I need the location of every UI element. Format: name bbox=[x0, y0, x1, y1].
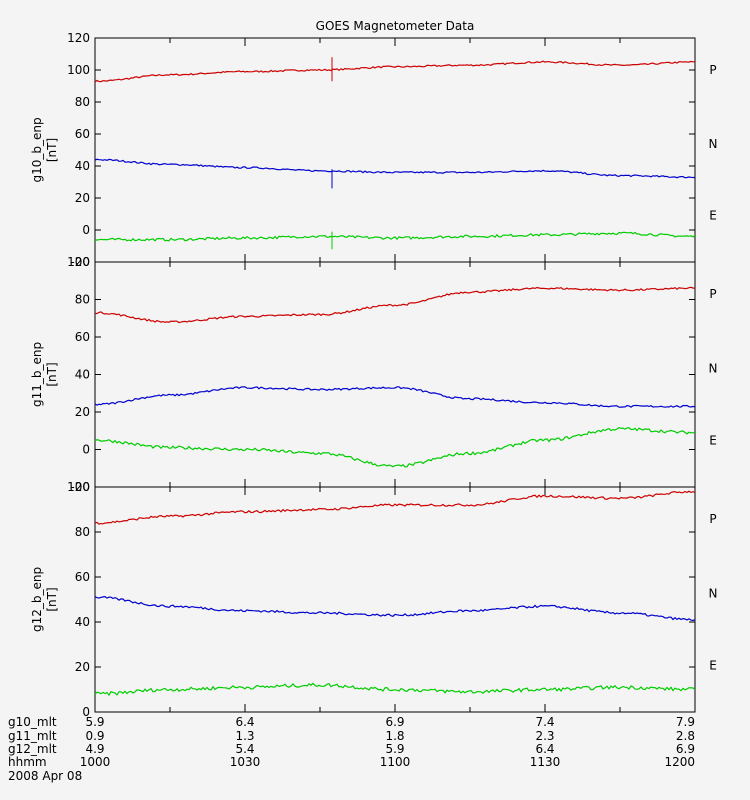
series-line-P bbox=[95, 286, 695, 324]
y-tick-label: 0 bbox=[82, 705, 90, 719]
series-line-N bbox=[94, 386, 696, 408]
y-tick-label: 40 bbox=[75, 615, 90, 629]
panel-g10_b_enp: -20 0 20 40 60 80 100 120 g10_b_enp [nT] P N E bbox=[30, 31, 717, 269]
y-tick-label: 100 bbox=[67, 255, 90, 269]
footer-label-g10_mlt: g10_mlt bbox=[8, 715, 57, 729]
y-tick-label: 20 bbox=[75, 660, 90, 674]
y-axis-label: g10_b_enp bbox=[30, 117, 44, 182]
y-axis-label: g11_b_enp bbox=[30, 342, 44, 407]
legend-P: P bbox=[709, 287, 716, 301]
y-tick-label: 20 bbox=[75, 191, 90, 205]
footer-label-g11_mlt: g11_mlt bbox=[8, 729, 57, 743]
y-tick-label: 80 bbox=[75, 293, 90, 307]
footer-date: 2008 Apr 08 bbox=[8, 769, 82, 783]
y-tick-label: 60 bbox=[75, 570, 90, 584]
footer-table: g10_mlt 5.9 6.4 6.9 7.4 7.9 g11_mlt 0.9 1.3 1.8 2.… bbox=[8, 715, 695, 783]
series-line-P bbox=[94, 490, 696, 525]
footer-value: 6.4 bbox=[535, 742, 554, 756]
y-axis-unit: [nT] bbox=[45, 138, 59, 162]
y-tick-label: 0 bbox=[82, 223, 90, 237]
y-tick-label: 60 bbox=[75, 330, 90, 344]
footer-value: 6.4 bbox=[235, 715, 254, 729]
series-line-N bbox=[94, 158, 695, 179]
plot-frame bbox=[94, 486, 696, 713]
y-tick-label: -20 bbox=[70, 255, 90, 269]
footer-value: 1130 bbox=[530, 755, 561, 769]
legend-N: N bbox=[709, 137, 718, 151]
panel-g11_b_enp: -20 0 20 40 60 80 100 g11_b_enp [nT] P N E bbox=[30, 255, 717, 494]
footer-value: 1200 bbox=[664, 755, 695, 769]
plot-frame bbox=[94, 261, 696, 488]
footer-value: 1030 bbox=[230, 755, 261, 769]
footer-value: 5.9 bbox=[85, 715, 104, 729]
y-axis-unit: [nT] bbox=[45, 362, 59, 386]
series-line-E bbox=[94, 231, 696, 242]
footer-label-g12_mlt: g12_mlt bbox=[8, 742, 57, 756]
chart-title: GOES Magnetometer Data bbox=[316, 19, 475, 33]
y-axis-label: g12_b_enp bbox=[30, 567, 44, 632]
y-tick-label: 100 bbox=[67, 480, 90, 494]
y-tick-label: 40 bbox=[75, 159, 90, 173]
y-tick-label: 80 bbox=[75, 95, 90, 109]
footer-value: 1.3 bbox=[235, 729, 254, 743]
footer-value: 1000 bbox=[80, 755, 111, 769]
legend-E: E bbox=[709, 658, 717, 672]
series-line-N bbox=[94, 595, 696, 622]
footer-value: 1100 bbox=[380, 755, 411, 769]
y-tick-label: 0 bbox=[82, 443, 90, 457]
footer-value: 5.9 bbox=[385, 742, 404, 756]
series-line-E bbox=[94, 427, 696, 468]
plot-frame bbox=[94, 37, 696, 263]
panel-g12_b_enp: 0 20 40 60 80 100 g12_b_enp [nT] P N E bbox=[30, 480, 717, 719]
y-tick-label: 20 bbox=[75, 405, 90, 419]
footer-value: 0.9 bbox=[85, 729, 104, 743]
footer-value: 6.9 bbox=[385, 715, 404, 729]
footer-value: 7.9 bbox=[676, 715, 695, 729]
legend-E: E bbox=[709, 433, 717, 447]
footer-value: 2.3 bbox=[535, 729, 554, 743]
legend-P: P bbox=[709, 63, 716, 77]
y-axis-unit: [nT] bbox=[45, 587, 59, 611]
y-tick-label: 80 bbox=[75, 525, 90, 539]
series-line-E bbox=[94, 682, 696, 697]
legend-E: E bbox=[709, 208, 717, 222]
footer-value: 7.4 bbox=[535, 715, 554, 729]
legend-N: N bbox=[709, 361, 718, 375]
footer-label-hhmm: hhmm bbox=[8, 755, 47, 769]
series-line-P bbox=[94, 60, 696, 83]
footer-value: 5.4 bbox=[235, 742, 254, 756]
footer-value: 6.9 bbox=[676, 742, 695, 756]
legend-N: N bbox=[709, 586, 718, 600]
y-tick-label: 120 bbox=[67, 31, 90, 45]
y-tick-label: 100 bbox=[67, 63, 90, 77]
footer-value: 1.8 bbox=[385, 729, 404, 743]
footer-value: 2.8 bbox=[676, 729, 695, 743]
y-tick-label: -20 bbox=[70, 480, 90, 494]
y-tick-label: 40 bbox=[75, 368, 90, 382]
y-tick-label: 60 bbox=[75, 127, 90, 141]
legend-P: P bbox=[709, 512, 716, 526]
footer-value: 4.9 bbox=[85, 742, 104, 756]
